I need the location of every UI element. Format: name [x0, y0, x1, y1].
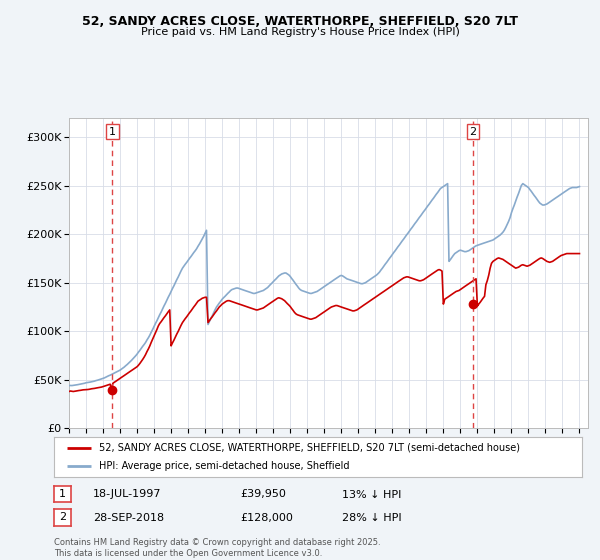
Text: 18-JUL-1997: 18-JUL-1997	[93, 489, 161, 500]
Text: 52, SANDY ACRES CLOSE, WATERTHORPE, SHEFFIELD, S20 7LT (semi-detached house): 52, SANDY ACRES CLOSE, WATERTHORPE, SHEF…	[99, 443, 520, 452]
Text: HPI: Average price, semi-detached house, Sheffield: HPI: Average price, semi-detached house,…	[99, 461, 349, 471]
Text: £128,000: £128,000	[240, 513, 293, 523]
Text: 2: 2	[470, 127, 477, 137]
Text: 13% ↓ HPI: 13% ↓ HPI	[342, 489, 401, 500]
Text: Price paid vs. HM Land Registry's House Price Index (HPI): Price paid vs. HM Land Registry's House …	[140, 27, 460, 37]
Text: 2: 2	[59, 512, 66, 522]
Text: 28-SEP-2018: 28-SEP-2018	[93, 513, 164, 523]
Text: 28% ↓ HPI: 28% ↓ HPI	[342, 513, 401, 523]
Text: 1: 1	[109, 127, 116, 137]
Text: Contains HM Land Registry data © Crown copyright and database right 2025.
This d: Contains HM Land Registry data © Crown c…	[54, 538, 380, 558]
Text: £39,950: £39,950	[240, 489, 286, 500]
Text: 1: 1	[59, 489, 66, 499]
Text: 52, SANDY ACRES CLOSE, WATERTHORPE, SHEFFIELD, S20 7LT: 52, SANDY ACRES CLOSE, WATERTHORPE, SHEF…	[82, 15, 518, 28]
